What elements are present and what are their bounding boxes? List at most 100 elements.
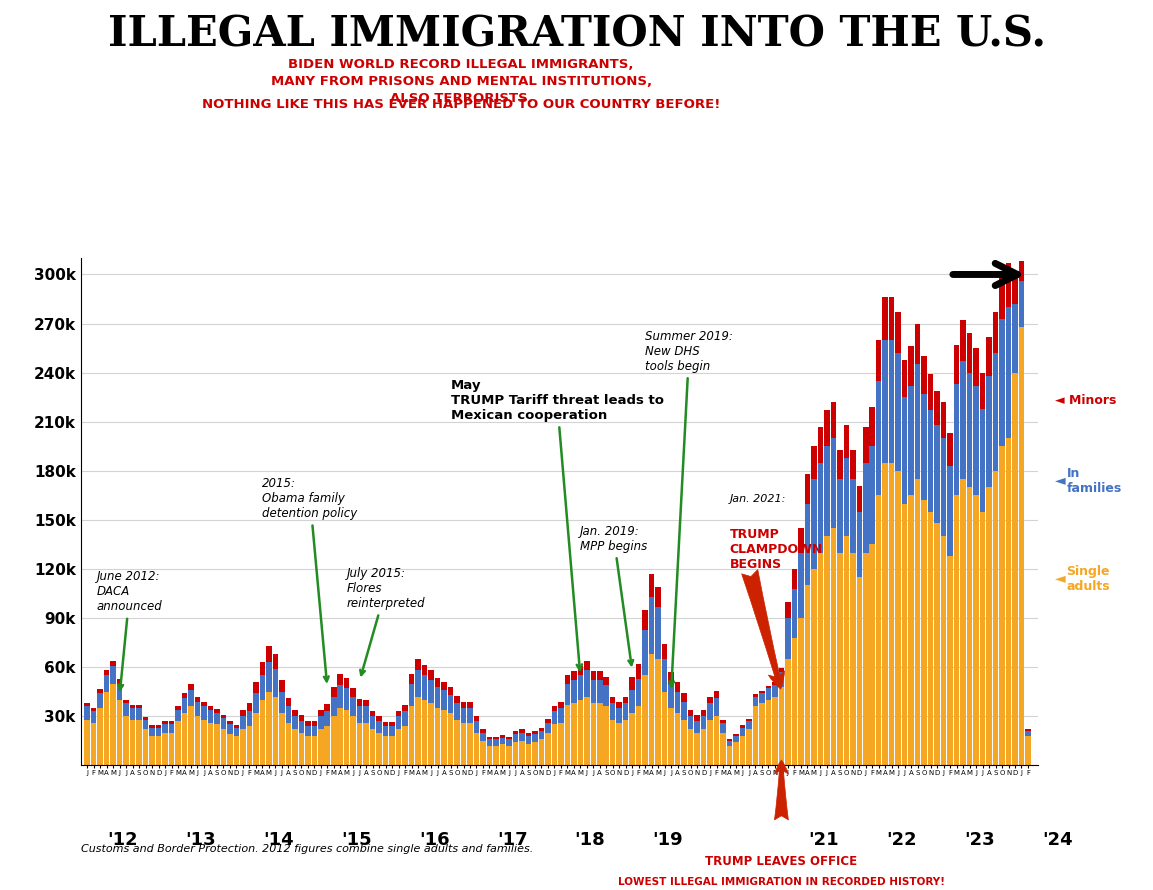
Bar — [513, 731, 518, 734]
Bar — [318, 716, 324, 730]
Bar — [279, 713, 285, 765]
Bar — [630, 713, 635, 765]
Text: NOTHING LIKE THIS HAS EVER HAPPENED TO OUR COUNTRY BEFORE!: NOTHING LIKE THIS HAS EVER HAPPENED TO O… — [202, 98, 721, 111]
Bar — [188, 684, 194, 690]
Bar — [681, 693, 687, 701]
Bar — [306, 721, 310, 726]
Bar — [850, 449, 856, 479]
Bar — [830, 402, 836, 438]
Bar — [376, 716, 382, 721]
Bar — [116, 679, 122, 684]
Bar — [254, 682, 258, 693]
Bar — [156, 728, 161, 736]
Bar — [688, 716, 693, 730]
Bar — [506, 746, 512, 765]
Bar — [655, 587, 661, 607]
Bar — [753, 707, 759, 765]
Bar — [104, 692, 110, 765]
Bar — [493, 740, 499, 746]
Bar — [415, 659, 421, 670]
Bar — [1012, 303, 1018, 373]
Bar — [889, 463, 895, 765]
Bar — [844, 425, 849, 457]
Text: BIDEN WORLD RECORD ILLEGAL IMMIGRANTS,
MANY FROM PRISONS AND MENTAL INSTITUTIONS: BIDEN WORLD RECORD ILLEGAL IMMIGRANTS, M… — [271, 58, 651, 105]
Bar — [136, 708, 142, 720]
Text: TRUMP LEAVES OFFICE: TRUMP LEAVES OFFICE — [706, 855, 858, 869]
Bar — [817, 463, 823, 553]
Bar — [454, 696, 460, 703]
Bar — [123, 700, 129, 703]
Bar — [84, 707, 90, 720]
Bar — [376, 721, 382, 732]
Bar — [597, 703, 603, 765]
Bar — [254, 713, 258, 765]
Bar — [395, 730, 401, 765]
Bar — [662, 659, 668, 692]
Bar — [773, 685, 777, 697]
Bar — [526, 732, 532, 736]
Bar — [97, 708, 103, 765]
Bar — [370, 730, 376, 765]
Bar — [259, 700, 265, 765]
Bar — [792, 638, 797, 765]
Bar — [675, 682, 680, 692]
Bar — [778, 668, 784, 672]
Bar — [168, 724, 174, 732]
Bar — [986, 336, 992, 376]
Bar — [272, 654, 278, 669]
Bar — [234, 736, 239, 765]
Bar — [928, 375, 934, 410]
Bar — [123, 703, 129, 716]
Bar — [817, 426, 823, 463]
Bar — [311, 736, 317, 765]
Bar — [338, 674, 342, 685]
Bar — [798, 528, 804, 553]
Bar — [435, 687, 440, 708]
Text: '18: '18 — [574, 831, 605, 849]
Bar — [442, 682, 447, 690]
Bar — [240, 709, 246, 716]
Text: July 2015:
Flores
reinterpreted: July 2015: Flores reinterpreted — [347, 567, 425, 675]
Text: '15: '15 — [341, 831, 371, 849]
Bar — [857, 512, 862, 578]
Bar — [299, 721, 304, 732]
Bar — [442, 709, 447, 765]
Bar — [506, 737, 512, 740]
Bar — [286, 707, 291, 723]
Bar — [311, 721, 317, 726]
Bar — [428, 670, 434, 680]
Bar — [97, 689, 103, 693]
Bar — [526, 744, 532, 765]
Bar — [168, 732, 174, 765]
Bar — [617, 723, 621, 765]
Bar — [292, 709, 297, 716]
Bar — [493, 737, 499, 740]
Bar — [590, 671, 596, 680]
Bar — [208, 723, 213, 765]
Bar — [551, 724, 557, 765]
Bar — [519, 730, 525, 732]
Bar — [487, 746, 492, 765]
Bar — [844, 537, 849, 765]
Bar — [941, 438, 947, 537]
Bar — [130, 708, 135, 720]
Bar — [844, 457, 849, 537]
Bar — [545, 719, 551, 723]
Bar — [533, 742, 537, 765]
Bar — [746, 721, 752, 730]
Bar — [850, 479, 856, 553]
Bar — [746, 730, 752, 765]
Bar — [597, 680, 603, 703]
Bar — [318, 730, 324, 765]
Bar — [610, 703, 616, 720]
Text: '24: '24 — [1042, 831, 1072, 849]
Bar — [869, 446, 875, 545]
Bar — [1019, 281, 1024, 327]
Bar — [759, 693, 764, 703]
Bar — [409, 707, 414, 765]
Bar — [681, 701, 687, 720]
Bar — [461, 723, 466, 765]
Bar — [882, 340, 888, 463]
Bar — [390, 726, 394, 736]
Bar — [130, 720, 135, 765]
